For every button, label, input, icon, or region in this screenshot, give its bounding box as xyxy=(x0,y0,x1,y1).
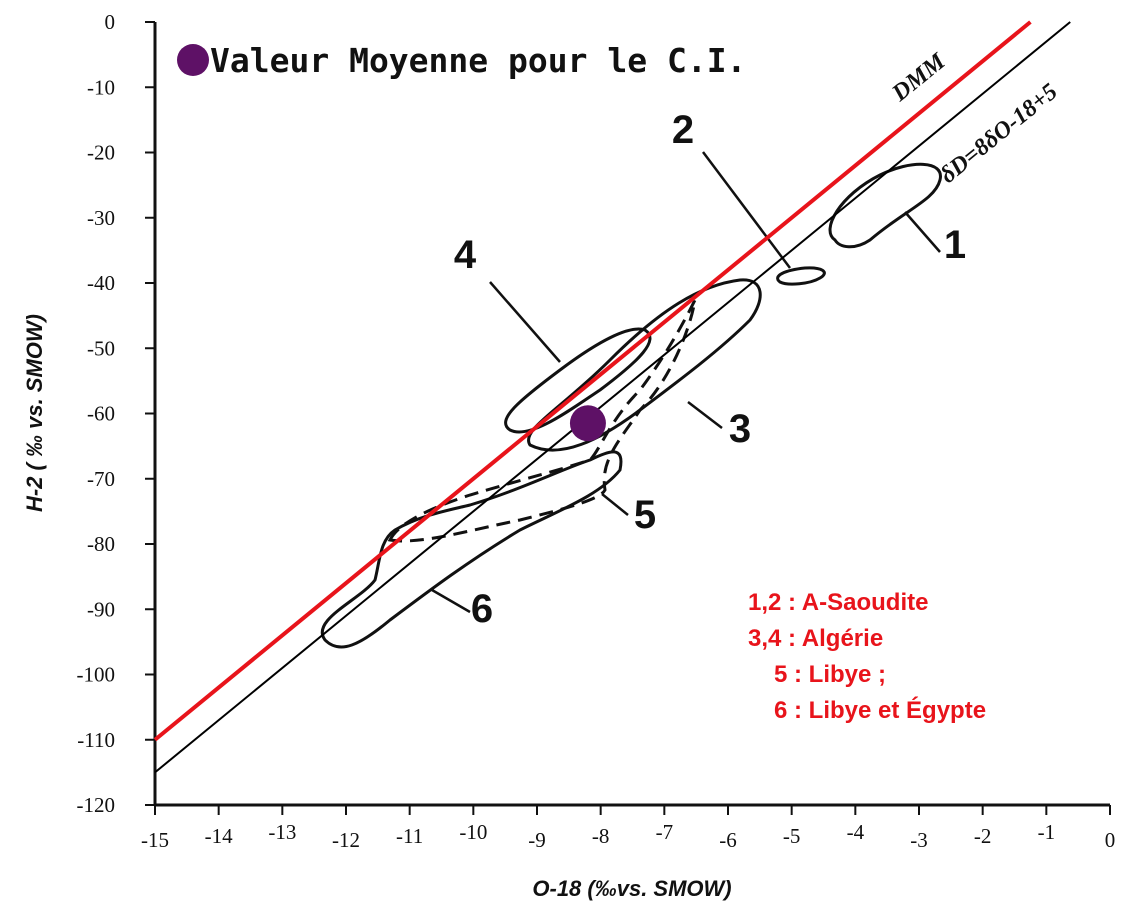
annotation: 5 : Libye ; xyxy=(774,661,886,688)
x-tick-label: -4 xyxy=(847,820,865,844)
x-tick-label: -6 xyxy=(719,828,737,852)
line-label: DMM xyxy=(887,48,952,108)
leader xyxy=(702,151,791,269)
region-1 xyxy=(828,162,942,249)
region-label: 5 xyxy=(634,493,656,537)
x-tick-label: -14 xyxy=(205,824,233,848)
reference-line xyxy=(154,21,1071,774)
y-axis-label: H-2 ( ‰ vs. SMOW) xyxy=(22,314,47,512)
y-tick-label: -80 xyxy=(87,532,115,556)
x-tick-label: -7 xyxy=(656,820,674,844)
region-label: 4 xyxy=(454,233,477,277)
x-tick-label: -1 xyxy=(1038,820,1056,844)
y-tick-label: -120 xyxy=(77,793,116,817)
annotation: 1,2 : A-Saoudite xyxy=(748,589,928,616)
reference-line xyxy=(153,20,1032,742)
x-tick-label: -9 xyxy=(528,828,546,852)
region-label: 2 xyxy=(672,108,694,152)
region-6 xyxy=(320,450,623,649)
annotation: 3,4 : Algérie xyxy=(748,625,883,652)
region-label: 3 xyxy=(729,407,751,451)
x-tick-label: -5 xyxy=(783,824,801,848)
legend-label: Valeur Moyenne pour le C.I. xyxy=(210,41,746,80)
y-tick-label: -30 xyxy=(87,206,115,230)
x-tick-label: 0 xyxy=(1105,828,1116,852)
region-2 xyxy=(776,266,826,286)
leader xyxy=(431,588,471,614)
region-label: 1 xyxy=(944,223,966,267)
x-tick-label: -8 xyxy=(592,824,610,848)
leader xyxy=(687,401,723,429)
y-tick-label: -70 xyxy=(87,467,115,491)
y-tick-label: -10 xyxy=(87,75,115,99)
region-5 xyxy=(387,299,697,543)
y-tick-label: -40 xyxy=(87,271,115,295)
x-tick-label: -2 xyxy=(974,824,992,848)
y-tick-label: -20 xyxy=(87,141,115,165)
x-tick-label: -10 xyxy=(459,820,487,844)
x-tick-label: -13 xyxy=(268,820,296,844)
leader xyxy=(489,281,561,363)
y-tick-label: -100 xyxy=(77,663,116,687)
leader xyxy=(904,211,941,253)
leader xyxy=(601,493,629,516)
x-tick-label: -3 xyxy=(910,828,928,852)
point xyxy=(569,405,606,442)
x-tick-label: -15 xyxy=(141,828,169,852)
y-tick-label: 0 xyxy=(105,10,116,34)
region-4 xyxy=(504,327,652,434)
y-tick-label: -60 xyxy=(87,402,115,426)
y-tick-label: -110 xyxy=(77,728,115,752)
x-tick-label: -12 xyxy=(332,828,360,852)
y-tick-label: -90 xyxy=(87,597,115,621)
x-axis-label: O-18 (‰vs. SMOW) xyxy=(532,876,731,901)
legend-marker xyxy=(177,44,209,76)
region-3 xyxy=(527,278,762,452)
y-tick-label: -50 xyxy=(87,336,115,360)
annotation: 6 : Libye et Égypte xyxy=(774,696,986,724)
x-tick-label: -11 xyxy=(396,824,423,848)
regions xyxy=(320,151,942,649)
region-label: 6 xyxy=(471,587,493,631)
line-label: δD=8δO-18+5 xyxy=(935,79,1062,189)
